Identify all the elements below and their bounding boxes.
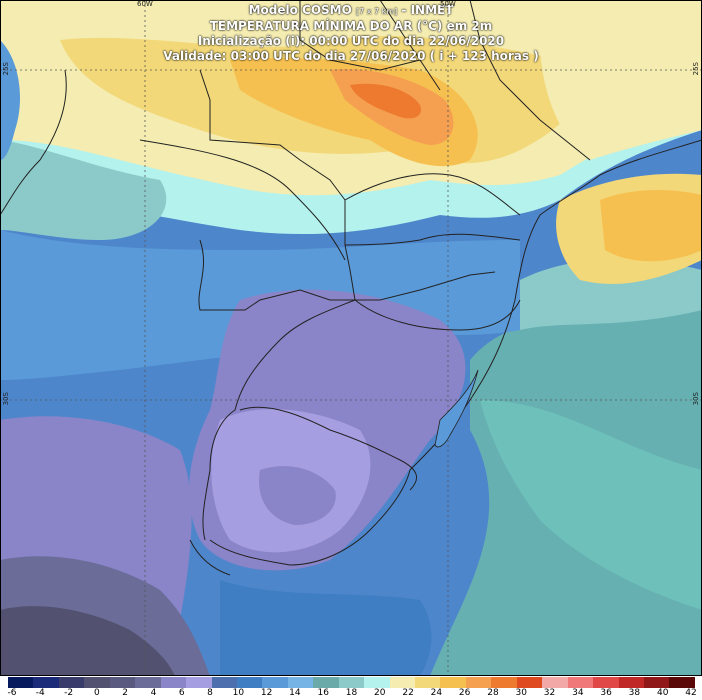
border-paraguay-north [199, 69, 346, 201]
legend-label: 22 [402, 688, 414, 698]
temperature-field [0, 0, 702, 676]
border-brazil-uruguay [239, 406, 418, 491]
border-sc-pr [344, 233, 521, 246]
title-line-model: Modelo COSMO [7 x 7 km] - INMET [0, 3, 702, 19]
color-legend: -6 -4 -2 0 2 4 6 8 10 12 14 16 18 20 22 24 26 28 30 32 34 36 3… [0, 676, 702, 700]
ne-mild-zone [540, 36, 702, 160]
legend-label: -4 [35, 688, 45, 698]
tick-lon-50w: 50W [440, 0, 456, 8]
legend-swatch [135, 677, 161, 688]
legend-swatch [618, 677, 644, 688]
legend-label: 32 [543, 688, 556, 698]
coast-rio-de-la-plata [189, 539, 231, 576]
legend-label: 0 [94, 688, 100, 698]
ne-orange-zone [600, 190, 702, 262]
border-parana [344, 200, 496, 301]
map-title-block: Modelo COSMO [7 x 7 km] - INMET TEMPERAT… [0, 3, 702, 64]
border-sp-mg [469, 0, 591, 161]
border-argentina-misiones [198, 239, 355, 311]
legend-label: 42 [685, 688, 697, 698]
title-resolution: [7 x 7 km] [356, 7, 398, 16]
legend-swatch [8, 677, 34, 688]
south-deep-blue-zone [220, 580, 432, 676]
border-bolivia-paraguay [0, 69, 67, 216]
legend-label: 8 [207, 688, 213, 698]
legend-swatch [593, 677, 619, 688]
sw-dark-purple-zone [0, 606, 175, 676]
legend-swatch [669, 677, 695, 688]
hottest-core-zone [350, 83, 421, 119]
title-variable: TEMPERATURA MÍNIMA DO AR (°C) em 2m [209, 19, 493, 33]
legend-label: -6 [7, 688, 17, 698]
title-institute: - INMET [401, 3, 454, 17]
border-ms-sp [379, 0, 441, 91]
title-initialization: Inicialização (i): 00:00 UTC do dia 22/0… [197, 34, 505, 48]
legend-label: 26 [458, 688, 471, 698]
legend-swatch [58, 677, 85, 688]
coast-uruguay [209, 469, 411, 566]
legend-swatch [109, 677, 136, 688]
legend-swatch [440, 677, 466, 688]
legend-label: 4 [150, 688, 157, 698]
legend-label: 6 [178, 688, 185, 698]
graticule [0, 0, 702, 676]
legend-swatch [465, 677, 492, 688]
legend-labels: -6 -4 -2 0 2 4 6 8 10 12 14 16 18 20 22 24 26 28 30 32 34 36 3… [0, 688, 702, 700]
west-teal-zone [0, 140, 167, 240]
border-rs-sc [354, 299, 521, 331]
legend-swatch [542, 677, 568, 688]
legend-swatch [236, 677, 263, 688]
legend-label: 28 [487, 688, 499, 698]
ocean-teal-light-zone [480, 400, 702, 610]
legend-swatch [262, 677, 288, 688]
legend-label: 20 [374, 688, 386, 698]
legend-label: 18 [345, 688, 358, 698]
legend-swatch [211, 677, 237, 688]
legend-swatch [160, 677, 187, 688]
legend-label: 16 [317, 688, 329, 698]
legend-swatch [567, 677, 594, 688]
legend-label: 14 [289, 688, 301, 698]
legend-swatch [516, 677, 543, 688]
border-pr-sp [344, 173, 521, 216]
legend-swatch [313, 677, 339, 688]
legend-swatch [84, 677, 110, 688]
tick-lat-25s-right: 25S [692, 62, 700, 76]
legend-swatch [643, 677, 670, 688]
legend-label: 10 [232, 688, 245, 698]
title-model: Modelo COSMO [248, 3, 352, 17]
border-ms-north [299, 0, 421, 71]
tick-lat-30s-right: 30S [692, 392, 700, 406]
border-uruguay-river [202, 299, 356, 541]
legend-label: 30 [515, 688, 527, 698]
legend-label: 12 [260, 688, 273, 698]
border-paraguay-argentina [139, 139, 346, 261]
forecast-map: Modelo COSMO [7 x 7 km] - INMET TEMPERAT… [0, 0, 702, 676]
legend-swatch [186, 677, 212, 688]
lavender-inner-zone [259, 466, 336, 525]
legend-swatch [33, 677, 59, 688]
legend-label: 24 [430, 688, 443, 698]
legend-swatch [415, 677, 441, 688]
legend-swatch [491, 677, 517, 688]
tick-lat-30s-left: 30S [2, 392, 10, 406]
legend-label: 34 [572, 688, 584, 698]
legend-swatch [338, 677, 365, 688]
tick-lon-60w: 60W [137, 0, 153, 8]
legend-swatches [8, 677, 695, 688]
legend-swatch [389, 677, 415, 688]
legend-label: 2 [122, 688, 129, 698]
legend-label: 36 [600, 688, 612, 698]
tick-lat-25s-left: 25S [2, 62, 10, 76]
lagoa-dos-patos [434, 369, 479, 448]
legend-label: -2 [64, 688, 74, 698]
title-validity: Validade: 03:00 UTC do dia 27/06/2020 ( … [163, 49, 539, 63]
legend-label: 40 [656, 688, 669, 698]
legend-swatch [287, 677, 314, 688]
legend-label: 38 [628, 688, 641, 698]
legend-swatch [364, 677, 390, 688]
